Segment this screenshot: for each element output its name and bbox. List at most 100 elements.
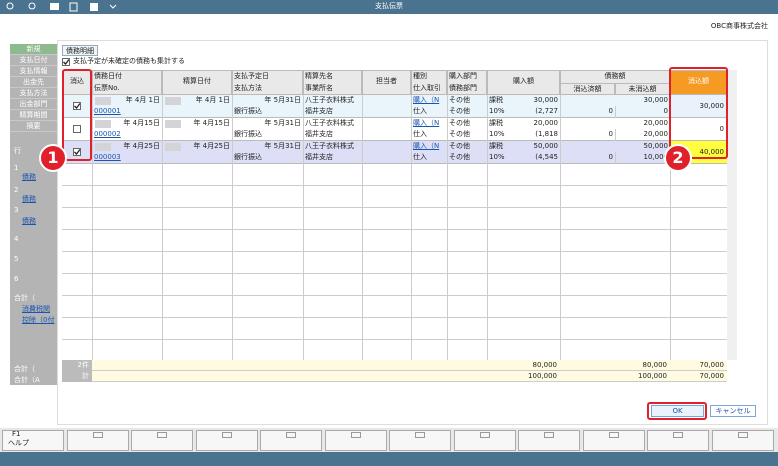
cell-border [303,95,304,118]
total-cleared: 70,000 [699,361,725,369]
grid-col [411,164,412,360]
cell-border [615,106,616,118]
sidebar-item: 合計（ [14,294,35,302]
function-key-icon [350,432,361,438]
cell-text: 福井支店 [305,130,333,138]
company-name: OBC商事株式会社 [710,22,768,30]
step-badge: 2 [664,144,692,172]
cell-border [447,141,448,164]
cell-border [92,141,93,164]
row-checkbox[interactable] [73,148,81,156]
total-row [62,360,727,371]
sidebar-item: 4 [14,235,19,243]
total-debt: 80,000 [642,361,668,369]
function-key-icon [673,432,683,438]
sidebar-item: 支払情報 [10,66,57,77]
empty-row [62,208,727,230]
header-label: 仕入取引 [413,84,441,92]
cell-border [92,118,93,141]
grid-col [447,164,448,360]
ok-button[interactable]: OK [651,405,704,417]
cell-border [487,95,488,118]
function-key[interactable] [260,430,322,451]
empty-row [62,230,727,252]
function-key-icon [221,432,232,438]
cell-text: 000003 [94,153,121,161]
cell-border [615,152,616,164]
grid-col [92,164,93,360]
cell-text: 20,000 [533,119,559,127]
function-key[interactable] [647,430,709,451]
function-key[interactable] [131,430,193,451]
function-key[interactable] [2,430,64,451]
grid-col [362,164,363,360]
cell-text: その他 [449,107,470,115]
cell-text: (2,727 [535,107,558,115]
sidebar-item: 行 [14,147,21,155]
sidebar-item: 5 [14,255,19,263]
function-key[interactable] [389,430,451,451]
sidebar-item: 6 [14,275,19,283]
cell-text: 課税 [489,142,503,150]
function-key-icon [608,432,619,438]
cell-text: (1,818 [535,130,558,138]
cell-border [162,95,163,118]
cell-border [162,141,163,164]
status-bar [0,452,778,466]
header-label: 支払方法 [234,84,262,92]
cancel-button[interactable]: キャンセル [710,405,756,417]
cell-border [232,118,233,141]
function-key[interactable] [711,430,774,451]
total-row [62,371,727,382]
function-key[interactable] [453,430,516,451]
row-checkbox[interactable] [73,102,81,110]
sidebar-item: 債務 [22,173,36,181]
header-cell [162,70,232,95]
function-key[interactable] [518,430,580,451]
cell-text: 銀行振込 [234,130,262,138]
sidebar-item: 債務 [22,195,36,203]
grid-col [560,164,561,360]
cell-text: 50,000 [533,142,559,150]
masked-year [95,120,111,128]
total-purchase: 80,000 [532,361,558,369]
sidebar-item: 消費税関 [22,305,50,313]
cell-border [232,141,233,164]
cell-text: 0 [663,107,668,115]
cleared-cell: 0 [670,118,727,141]
cell-text: 年 5月31日 [264,119,301,127]
cell-text: 購入（N [413,142,440,150]
cell-text: 30,000 [643,96,669,104]
function-key[interactable] [582,430,645,451]
function-key-label: ヘルプ [8,439,29,447]
cell-text: 購入（N [413,96,440,104]
cell-text: 八王子衣料株式 [305,142,354,150]
cell-text: 年 4月25日 [123,142,160,150]
header-label: 消込額 [688,77,709,85]
function-key[interactable] [195,430,258,451]
cell-text: その他 [449,153,470,161]
sidebar-item: 合計（A [14,376,40,384]
function-key[interactable] [66,430,129,451]
header-cell [447,70,487,95]
toolbar-icons [6,2,117,12]
cell-text: 仕入 [413,130,427,138]
function-key[interactable] [324,430,387,451]
header-label: 支払予定日 [234,72,269,80]
sidebar-item: 精算期間 [10,110,57,121]
header-cell [411,70,447,95]
header-label: 伝票No. [94,84,120,92]
sidebar-item: 支払日付 [10,55,57,66]
cell-border [560,95,561,118]
header-cell [487,70,560,95]
sub-header-cell: 消込済額 [560,83,615,95]
option-checkbox[interactable] [62,58,70,66]
function-key-icon [415,432,425,438]
cell-border [447,95,448,118]
cell-text: 福井支店 [305,107,333,115]
sidebar-item: 摘要 [10,121,57,132]
row-checkbox[interactable] [73,125,81,133]
cell-text: 年 5月31日 [264,96,301,104]
empty-row [62,186,727,208]
